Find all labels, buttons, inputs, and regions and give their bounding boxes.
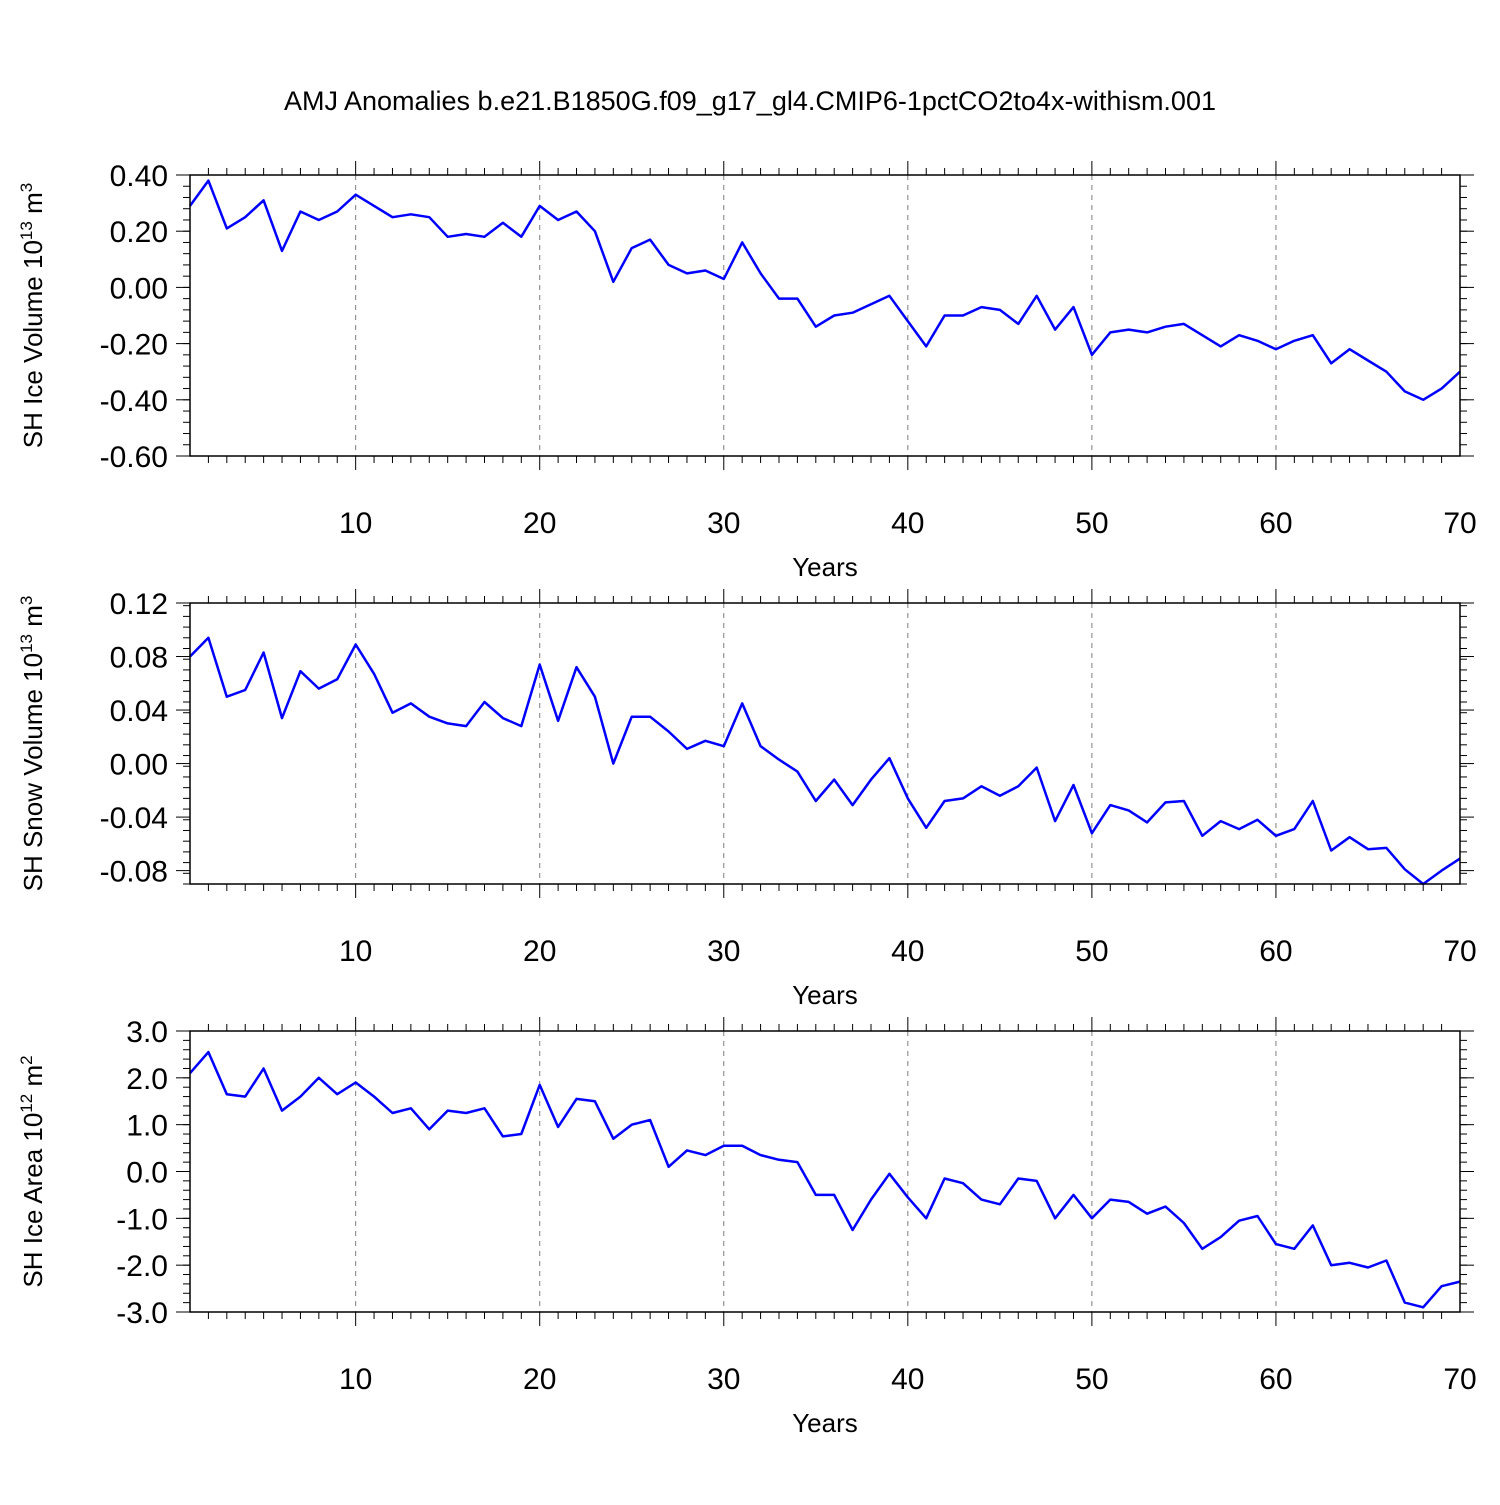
x-tick-label: 20 xyxy=(523,935,556,968)
x-tick-label: 10 xyxy=(339,1363,372,1396)
y-tick-label: -0.08 xyxy=(100,856,168,889)
x-tick-label: 60 xyxy=(1259,935,1292,968)
x-tick-label: 10 xyxy=(339,507,372,540)
x-tick-label: 30 xyxy=(707,935,740,968)
series-line xyxy=(188,179,1461,402)
y-tick-label: -0.20 xyxy=(100,329,168,362)
x-axis-label: Years xyxy=(792,980,858,1010)
figure-title: AMJ Anomalies b.e21.B1850G.f09_g17_gl4.C… xyxy=(283,86,1216,116)
y-tick-label: 2.0 xyxy=(126,1063,168,1096)
y-tick-label: -2.0 xyxy=(116,1250,168,1283)
y-tick-label: 0.0 xyxy=(126,1157,168,1190)
y-tick-label: 0.40 xyxy=(110,160,168,193)
y-axis-label: SH Ice Volume 1013 m3 xyxy=(17,183,48,448)
x-axis-label: Years xyxy=(792,552,858,582)
y-tick-label: -0.60 xyxy=(100,441,168,474)
x-tick-label: 70 xyxy=(1443,1363,1476,1396)
series-line xyxy=(189,1050,1461,1309)
x-tick-label: 60 xyxy=(1259,507,1292,540)
plot-frame xyxy=(189,602,1461,885)
y-tick-label: 0.00 xyxy=(110,272,168,305)
x-axis-label: Years xyxy=(792,1408,858,1438)
x-tick-label: 20 xyxy=(523,1363,556,1396)
y-tick-label: 0.00 xyxy=(110,749,168,782)
x-tick-label: 20 xyxy=(523,507,556,540)
y-tick-label: -1.0 xyxy=(116,1203,168,1236)
y-tick-label: 3.0 xyxy=(126,1016,168,1049)
panel-1: 0.40 0.20 0.00 -0.20 -0.40 -0.60 10 20 30 40 50 60 7… xyxy=(17,160,1477,582)
y-tick-label: 1.0 xyxy=(126,1110,168,1143)
x-tick-label: 30 xyxy=(707,1363,740,1396)
y-tick-label: 0.12 xyxy=(110,588,168,621)
plot-frame xyxy=(189,174,1461,457)
series-line xyxy=(189,636,1461,886)
x-tick-label: 40 xyxy=(891,935,924,968)
y-axis-label: SH Ice Area 1012 m2 xyxy=(17,1055,48,1287)
y-axis-label: SH Snow Volume 1013 m3 xyxy=(17,596,48,892)
panel-3: 3.0 2.0 1.0 0.0 -1.0 -2.0 -3.0 10 20 30 40 50 60 70 Ye… xyxy=(17,1016,1477,1438)
y-tick-label: 0.08 xyxy=(110,642,168,675)
x-tick-label: 40 xyxy=(891,507,924,540)
x-tick-label: 70 xyxy=(1443,935,1476,968)
plot-frame xyxy=(189,1030,1461,1313)
x-tick-label: 50 xyxy=(1075,1363,1108,1396)
y-tick-label: -3.0 xyxy=(116,1297,168,1330)
x-tick-label: 50 xyxy=(1075,935,1108,968)
x-tick-label: 50 xyxy=(1075,507,1108,540)
y-tick-label: 0.20 xyxy=(110,216,168,249)
y-tick-label: 0.04 xyxy=(110,695,168,728)
panel-2: 0.12 0.08 0.04 0.00 -0.04 -0.08 10 20 30 40 50 60 70… xyxy=(17,588,1477,1010)
y-tick-label: -0.40 xyxy=(100,385,168,418)
x-tick-label: 60 xyxy=(1259,1363,1292,1396)
x-tick-label: 30 xyxy=(707,507,740,540)
x-tick-label: 10 xyxy=(339,935,372,968)
x-tick-label: 40 xyxy=(891,1363,924,1396)
y-tick-label: -0.04 xyxy=(100,802,168,835)
x-tick-label: 70 xyxy=(1443,507,1476,540)
